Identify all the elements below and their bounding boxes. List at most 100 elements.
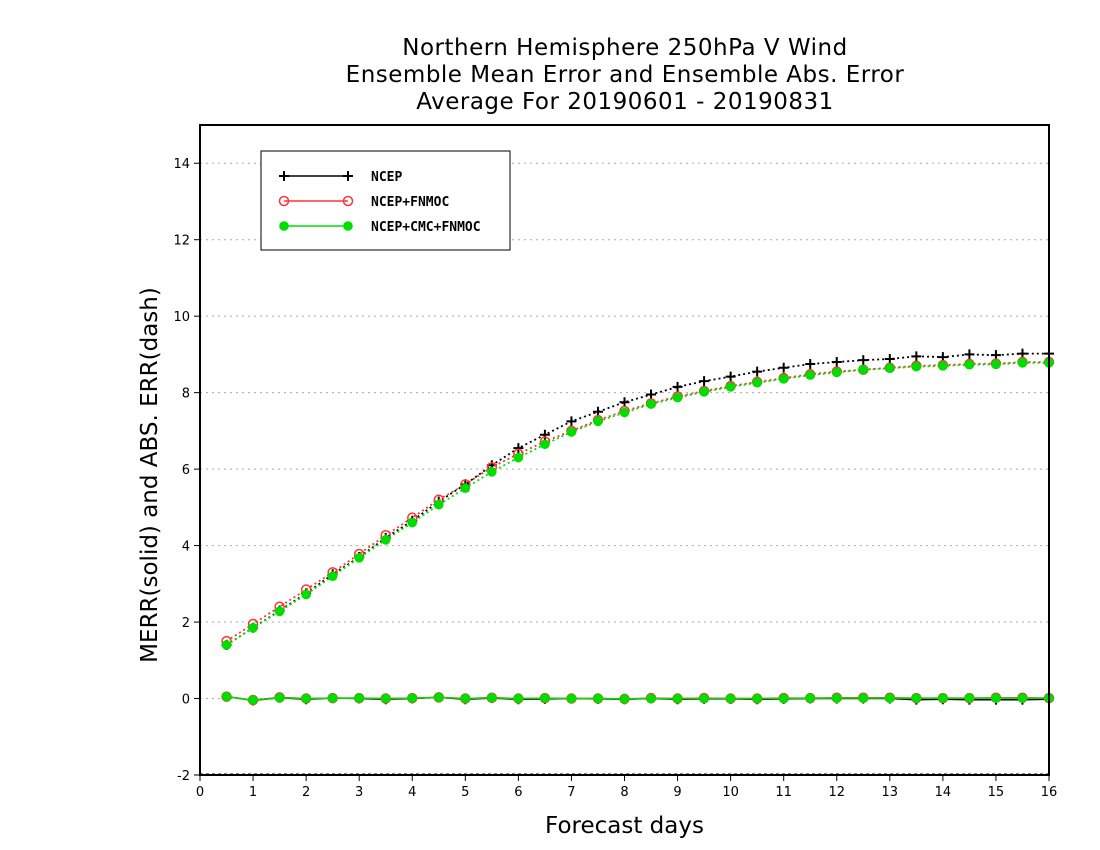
legend-marker bbox=[279, 171, 289, 181]
grid-lines bbox=[200, 162, 1049, 775]
legend-marker bbox=[278, 195, 290, 207]
y-tick-label: 8 bbox=[182, 387, 190, 402]
merr-point-ncep-cmc-fnmoc bbox=[725, 693, 736, 704]
merr-point-ncep-cmc-fnmoc bbox=[938, 693, 948, 703]
x-tick-label: 16 bbox=[1041, 785, 1058, 800]
abs-err-point-ncep-cmc-fnmoc bbox=[248, 622, 258, 633]
abs-err-line-ncep-fnmoc bbox=[226, 361, 1049, 642]
abs-err-point-ncep-cmc-fnmoc bbox=[964, 359, 975, 370]
abs-err-point-ncep-cmc-fnmoc bbox=[593, 416, 603, 427]
merr-point-ncep-cmc-fnmoc bbox=[885, 693, 895, 703]
abs-err-point-ncep-cmc-fnmoc bbox=[885, 363, 895, 373]
abs-err-point-ncep-cmc-fnmoc bbox=[805, 370, 816, 380]
y-tick-label: -2 bbox=[177, 769, 190, 784]
legend-marker bbox=[343, 171, 353, 181]
abs-err-point-ncep-cmc-fnmoc bbox=[433, 499, 444, 510]
x-tick-label: 4 bbox=[408, 785, 416, 800]
abs-err-point-ncep-cmc-fnmoc bbox=[274, 606, 285, 617]
merr-point-ncep-cmc-fnmoc bbox=[805, 693, 816, 703]
x-tick-label: 11 bbox=[775, 785, 792, 800]
abs-err-point-ncep-cmc-fnmoc bbox=[566, 427, 577, 437]
abs-err-point-ncep-cmc-fnmoc bbox=[938, 361, 948, 371]
x-tick-label: 2 bbox=[302, 785, 310, 800]
abs-err-point-ncep bbox=[539, 429, 550, 440]
y-tick-label: 6 bbox=[182, 463, 190, 478]
merr-point-ncep-cmc-fnmoc bbox=[831, 693, 842, 703]
abs-err-point-ncep-cmc-fnmoc bbox=[752, 377, 762, 388]
chart-title-line-1: Northern Hemisphere 250hPa V Wind bbox=[402, 35, 848, 61]
x-tick-label: 5 bbox=[461, 785, 469, 800]
abs-err-point-ncep-cmc-fnmoc bbox=[646, 399, 656, 409]
merr-point-ncep-cmc-fnmoc bbox=[991, 693, 1001, 703]
merr-point-ncep-cmc-fnmoc bbox=[540, 693, 550, 703]
abs-err-point-ncep bbox=[619, 397, 630, 408]
abs-err-point-ncep-cmc-fnmoc bbox=[301, 589, 311, 600]
merr-point-ncep-cmc-fnmoc bbox=[619, 694, 630, 704]
x-tick-label: 3 bbox=[355, 785, 363, 800]
y-tick-label: 2 bbox=[182, 616, 190, 631]
merr-point-ncep-cmc-fnmoc bbox=[752, 693, 762, 704]
abs-err-point-ncep-cmc-fnmoc bbox=[858, 364, 869, 375]
y-axis-label: MERR(solid) and ABS. ERR(dash) bbox=[137, 287, 163, 663]
abs-err-point-ncep-cmc-fnmoc bbox=[1017, 358, 1028, 368]
abs-err-point-ncep-cmc-fnmoc bbox=[911, 361, 922, 372]
series-ncep-fnmoc bbox=[221, 356, 1055, 706]
series-layer bbox=[221, 348, 1055, 706]
x-tick-label: 9 bbox=[673, 785, 681, 800]
x-tick-label: 14 bbox=[935, 785, 952, 800]
abs-err-point-ncep-cmc-fnmoc bbox=[513, 452, 524, 463]
x-tick-label: 13 bbox=[882, 785, 899, 800]
abs-err-point-ncep-cmc-fnmoc bbox=[831, 367, 842, 378]
x-tick-label: 12 bbox=[828, 785, 845, 800]
abs-err-point-ncep-cmc-fnmoc bbox=[327, 571, 338, 581]
abs-err-point-ncep bbox=[805, 358, 816, 369]
legend-label: NCEP+CMC+FNMOC bbox=[371, 220, 481, 235]
abs-err-point-ncep-cmc-fnmoc bbox=[540, 439, 550, 450]
x-tick-label: 0 bbox=[196, 785, 204, 800]
legend-label: NCEP+FNMOC bbox=[371, 195, 449, 210]
merr-point-ncep-cmc-fnmoc bbox=[301, 693, 311, 704]
y-tick-label: 10 bbox=[173, 310, 190, 325]
abs-err-line-ncep-cmc-fnmoc bbox=[226, 361, 1049, 646]
legend-marker bbox=[343, 221, 353, 231]
abs-err-point-ncep bbox=[672, 381, 683, 392]
y-tick-label: 4 bbox=[182, 540, 190, 555]
legend-item-ncep-fnmoc: NCEP+FNMOC bbox=[278, 195, 449, 210]
series-ncep-cmc-fnmoc bbox=[221, 358, 1054, 705]
abs-err-point-ncep-cmc-fnmoc bbox=[725, 382, 736, 392]
abs-err-point-ncep bbox=[884, 354, 895, 364]
merr-point-ncep-cmc-fnmoc bbox=[513, 693, 524, 704]
x-tick-label: 10 bbox=[722, 785, 739, 800]
abs-err-point-ncep bbox=[646, 389, 657, 400]
x-tick-label: 7 bbox=[567, 785, 575, 800]
x-tick-label: 6 bbox=[514, 785, 522, 800]
merr-point-ncep-cmc-fnmoc bbox=[327, 693, 338, 703]
chart-title-line-2: Ensemble Mean Error and Ensemble Abs. Er… bbox=[345, 62, 905, 88]
merr-point-ncep-cmc-fnmoc bbox=[672, 693, 683, 704]
abs-err-point-ncep-cmc-fnmoc bbox=[354, 553, 364, 563]
legend-item-ncep: NCEP bbox=[279, 170, 402, 185]
merr-point-ncep-cmc-fnmoc bbox=[858, 693, 869, 703]
legend: NCEP NCEP+FNMOC NCEP+CMC+FNMOC bbox=[260, 150, 511, 251]
abs-err-point-ncep-cmc-fnmoc bbox=[991, 359, 1001, 370]
abs-err-point-ncep bbox=[831, 357, 842, 368]
abs-err-point-ncep-cmc-fnmoc bbox=[407, 517, 418, 528]
merr-point-ncep-cmc-fnmoc bbox=[248, 695, 258, 705]
merr-point-ncep-cmc-fnmoc bbox=[221, 691, 232, 702]
abs-err-point-ncep-cmc-fnmoc bbox=[380, 535, 391, 545]
legend-marker bbox=[279, 221, 289, 231]
abs-err-point-ncep-cmc-fnmoc bbox=[221, 640, 232, 650]
abs-err-point-ncep-cmc-fnmoc bbox=[778, 374, 789, 384]
merr-point-ncep-cmc-fnmoc bbox=[487, 692, 497, 703]
abs-err-point-ncep bbox=[911, 351, 922, 362]
merr-point-ncep-cmc-fnmoc bbox=[593, 693, 603, 704]
merr-point-ncep-cmc-fnmoc bbox=[964, 693, 975, 703]
y-tick-label: 14 bbox=[173, 157, 190, 172]
merr-point-ncep-cmc-fnmoc bbox=[433, 692, 444, 703]
abs-err-point-ncep bbox=[725, 371, 736, 382]
chart-title-line-3: Average For 20190601 - 20190831 bbox=[416, 89, 834, 115]
merr-point-ncep-cmc-fnmoc bbox=[566, 693, 577, 704]
abs-err-point-ncep-cmc-fnmoc bbox=[619, 407, 630, 418]
